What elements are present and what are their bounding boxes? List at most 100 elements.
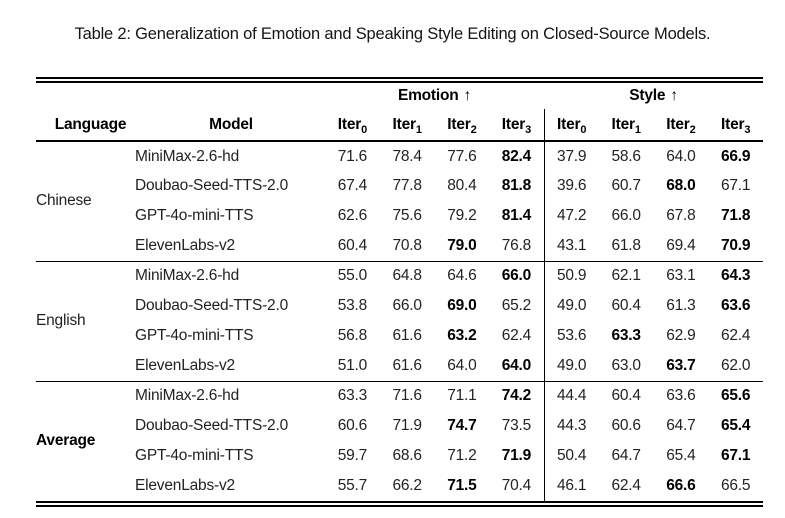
style-iter1-value: 60.6 bbox=[611, 417, 641, 434]
style-iter1-value: 63.0 bbox=[611, 356, 641, 374]
model-cell: GPT-4o-mini-TTS bbox=[135, 207, 254, 224]
style-iter3-value: 65.6 bbox=[708, 380, 764, 411]
style-iter2-value: 64.7 bbox=[666, 417, 696, 434]
emotion-iter0-value: 55.7 bbox=[337, 477, 368, 494]
style-iter0-header: Iter0 bbox=[543, 109, 599, 142]
style-iter3-value: 66.9 bbox=[720, 147, 751, 165]
style-iter1-value: 63.3 bbox=[611, 327, 641, 344]
table-container: Emotion ↑ Style ↑ Language Model Iter0 Iter… bbox=[36, 77, 764, 507]
table-row: Doubao-Seed-TTS-2.0 53.8 66.0 69.0 65.2 49.0 6… bbox=[36, 291, 763, 321]
language-cell: Chinese bbox=[36, 192, 92, 210]
style-iter0-value: 44.4 bbox=[543, 380, 599, 411]
table-row: English MiniMax-2.6-hd 55.0 64.8 64.6 66.0 50.… bbox=[36, 260, 764, 381]
emotion-iter2-header: Iter2 bbox=[434, 109, 490, 142]
emotion-iter0-value: 71.6 bbox=[337, 147, 368, 165]
iter-label: Iter bbox=[611, 115, 636, 133]
iter-subscript: 1 bbox=[634, 123, 641, 136]
language-cell: English bbox=[36, 260, 135, 381]
model-cell: Doubao-Seed-TTS-2.0 bbox=[135, 417, 289, 434]
iter-label: Iter bbox=[392, 115, 417, 133]
style-iter0-value: 53.6 bbox=[543, 321, 599, 351]
emotion-iter0-value: 59.7 bbox=[337, 447, 368, 464]
model-cell: MiniMax-2.6-hd bbox=[135, 260, 325, 291]
emotion-iter1-value: 64.8 bbox=[379, 260, 435, 291]
style-iter1-value: 60.4 bbox=[611, 297, 641, 314]
style-iter0-value: 39.6 bbox=[543, 171, 599, 201]
emotion-iter0-value: 56.8 bbox=[337, 327, 368, 344]
style-iter3-value: 71.8 bbox=[720, 207, 751, 224]
style-group-header: Style ↑ bbox=[544, 83, 763, 109]
table-row: GPT-4o-mini-TTS 56.8 61.6 63.2 62.4 53.6 63.3 6… bbox=[36, 321, 763, 351]
style-iter3-value: 67.1 bbox=[720, 447, 751, 464]
emotion-iter0-value: 60.4 bbox=[337, 236, 368, 254]
emotion-iter1-value: 66.0 bbox=[392, 297, 422, 314]
language-group-average: Average MiniMax-2.6-hd 63.3 71.6 71.1 74.2 44.… bbox=[36, 380, 764, 501]
emotion-iter1-value: 75.6 bbox=[392, 207, 422, 224]
emotion-iter0-value: 51.0 bbox=[337, 356, 368, 374]
model-cell: GPT-4o-mini-TTS bbox=[135, 447, 254, 464]
emotion-iter2-value: 71.2 bbox=[447, 447, 477, 464]
style-iter3-value: 63.6 bbox=[720, 297, 751, 314]
style-iter2-value: 69.4 bbox=[666, 236, 696, 254]
results-table: Emotion ↑ Style ↑ Language Model Iter0 Iter… bbox=[36, 83, 764, 501]
style-iter3-value: 66.5 bbox=[720, 477, 751, 494]
style-iter3-header: Iter3 bbox=[708, 109, 764, 142]
emotion-iter3-value: 81.4 bbox=[501, 207, 532, 224]
style-iter1-value: 61.8 bbox=[611, 236, 641, 254]
language-column-header: Language bbox=[36, 109, 135, 142]
model-cell: MiniMax-2.6-hd bbox=[135, 147, 240, 165]
emotion-iter3-value: 64.0 bbox=[501, 356, 532, 374]
iter-label: Iter bbox=[447, 115, 471, 133]
style-iter0-value: 50.4 bbox=[543, 441, 599, 471]
iter-subscript: 0 bbox=[361, 123, 367, 136]
style-iter1-value: 64.7 bbox=[611, 447, 641, 464]
up-arrow-icon: ↑ bbox=[670, 87, 678, 104]
table-row: Chinese MiniMax-2.6-hd 71.6 78.4 77.6 82.4 37.… bbox=[36, 141, 763, 209]
model-cell: ElevenLabs-v2 bbox=[135, 356, 235, 374]
model-cell: MiniMax-2.6-hd bbox=[135, 380, 325, 411]
emotion-iter0-value: 60.6 bbox=[337, 417, 368, 434]
style-iter2-header: Iter2 bbox=[653, 109, 709, 142]
table-row: ElevenLabs-v2 55.7 66.2 71.5 70.4 46.1 62.4 66.… bbox=[36, 471, 763, 501]
table-row: Doubao-Seed-TTS-2.0 60.6 71.9 74.7 73.5 44.3 6… bbox=[36, 411, 763, 441]
style-iter2-value: 65.4 bbox=[666, 447, 696, 464]
model-cell: Doubao-Seed-TTS-2.0 bbox=[135, 297, 289, 314]
emotion-iter3-value: 81.8 bbox=[501, 177, 532, 194]
emotion-iter2-value: 80.4 bbox=[447, 177, 477, 194]
style-iter1-header: Iter1 bbox=[598, 109, 654, 142]
emotion-iter2-value: 69.0 bbox=[447, 297, 477, 314]
emotion-iter1-value: 66.2 bbox=[392, 477, 422, 494]
emotion-iter2-value: 64.6 bbox=[434, 260, 490, 291]
emotion-iter2-value: 71.1 bbox=[434, 380, 490, 411]
emotion-iter1-value: 61.6 bbox=[392, 327, 422, 344]
column-header-row: Language Model Iter0 Iter1 Iter2 Iter3 Iter0… bbox=[36, 109, 764, 142]
emotion-group-header: Emotion ↑ bbox=[325, 83, 544, 109]
table-row: ElevenLabs-v2 60.4 70.8 79.0 76.8 43.1 61.8 69.… bbox=[36, 231, 763, 261]
emotion-iter1-value: 71.9 bbox=[392, 417, 422, 434]
emotion-iter3-header: Iter3 bbox=[489, 109, 545, 142]
emotion-iter3-value: 73.5 bbox=[501, 417, 532, 434]
style-iter2-value: 64.0 bbox=[666, 147, 696, 165]
emotion-iter3-value: 65.2 bbox=[501, 297, 532, 314]
emotion-iter2-value: 71.5 bbox=[447, 477, 477, 494]
emotion-iter0-value: 53.8 bbox=[337, 297, 368, 314]
iter-label: Iter bbox=[557, 115, 581, 133]
language-group-chinese: Chinese MiniMax-2.6-hd 71.6 78.4 77.6 82.4 37.… bbox=[36, 141, 763, 261]
style-iter0-value: 37.9 bbox=[543, 141, 599, 171]
style-iter2-value: 61.3 bbox=[666, 297, 696, 314]
iter-label: Iter bbox=[501, 115, 526, 133]
table-row: GPT-4o-mini-TTS 59.7 68.6 71.2 71.9 50.4 64.7 6… bbox=[36, 441, 763, 471]
table-row: ElevenLabs-v2 51.0 61.6 64.0 64.0 49.0 63.0 63.… bbox=[36, 351, 763, 381]
style-iter3-value: 62.0 bbox=[720, 356, 751, 374]
emotion-iter1-value: 70.8 bbox=[392, 236, 422, 254]
style-iter2-value: 63.7 bbox=[666, 356, 696, 374]
language-group-english: English MiniMax-2.6-hd 55.0 64.8 64.6 66.0 50.… bbox=[36, 260, 764, 381]
group-header-row: Emotion ↑ Style ↑ bbox=[36, 83, 763, 109]
iter-label: Iter bbox=[666, 115, 690, 133]
style-iter0-value: 47.2 bbox=[543, 201, 599, 231]
model-cell: GPT-4o-mini-TTS bbox=[135, 327, 254, 344]
style-iter2-value: 63.1 bbox=[653, 260, 709, 291]
table-caption: Table 2: Generalization of Emotion and S… bbox=[74, 25, 711, 43]
emotion-iter3-value: 71.9 bbox=[501, 447, 532, 464]
